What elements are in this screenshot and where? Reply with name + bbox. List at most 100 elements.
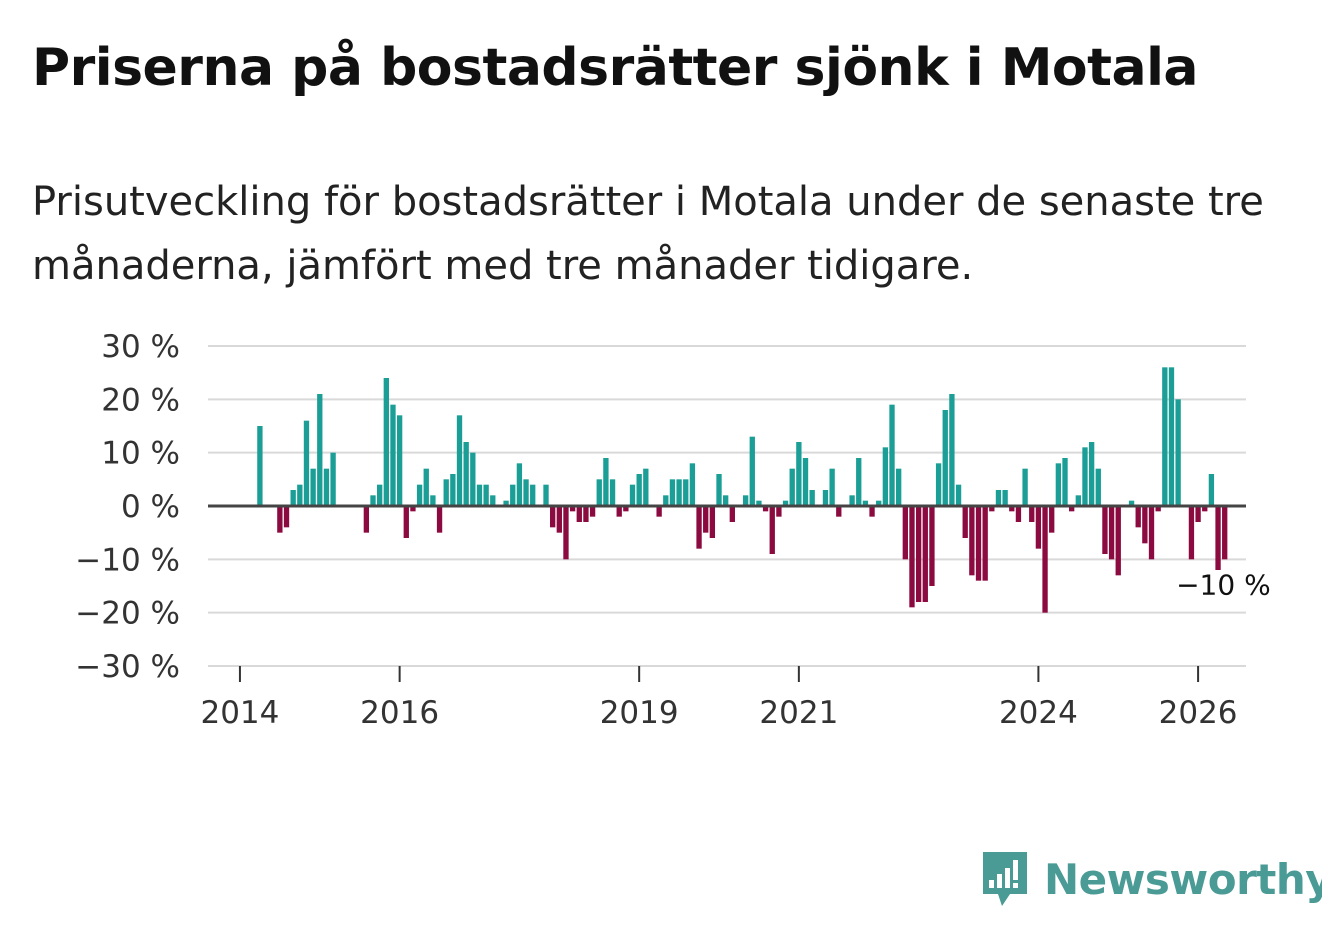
bar <box>290 490 296 506</box>
bar <box>1042 506 1048 613</box>
bar <box>909 506 915 608</box>
bar <box>556 506 562 533</box>
bar <box>589 506 596 517</box>
bar <box>962 506 968 538</box>
last-value-annotation: −10 % <box>1176 568 1271 601</box>
x-tick-label: 2021 <box>759 695 838 731</box>
bar <box>676 479 682 506</box>
bar <box>1128 500 1135 506</box>
bar <box>636 474 642 506</box>
bar <box>869 506 875 517</box>
bar <box>643 468 649 506</box>
grid-lines <box>208 345 1246 667</box>
bar <box>576 506 582 522</box>
bar <box>1188 506 1195 560</box>
bar <box>1115 506 1121 576</box>
bar <box>809 490 815 506</box>
brand-name: Newsworthy <box>1044 854 1322 904</box>
bar <box>543 484 549 506</box>
bar <box>915 506 922 602</box>
bar <box>1102 506 1108 554</box>
bar <box>283 506 290 528</box>
bar <box>310 468 316 506</box>
brand-logo: Newsworthy <box>980 848 1322 910</box>
x-tick-label: 2016 <box>360 695 439 731</box>
bar <box>776 506 782 517</box>
bar <box>989 506 995 512</box>
bar <box>802 458 809 506</box>
bar <box>1215 506 1221 570</box>
bar <box>709 506 716 538</box>
bar <box>1082 447 1088 506</box>
y-tick-label: 30 % <box>101 329 180 365</box>
bar <box>1095 468 1101 506</box>
bar <box>955 484 962 506</box>
bar <box>330 452 336 506</box>
newsworthy-logo-icon <box>983 852 1027 906</box>
bar <box>436 506 443 533</box>
bar <box>1108 506 1115 560</box>
bar <box>383 378 389 506</box>
bar <box>583 506 589 522</box>
bar <box>516 463 523 506</box>
bar <box>1142 506 1148 544</box>
bar <box>756 500 762 506</box>
bar <box>929 506 935 586</box>
bar <box>1135 506 1141 528</box>
bar <box>443 479 449 506</box>
bar <box>829 468 835 506</box>
bar <box>1049 506 1055 533</box>
bar <box>629 484 636 506</box>
bar <box>1002 490 1008 506</box>
bar <box>822 490 829 506</box>
bar <box>1029 506 1035 522</box>
bar <box>476 484 483 506</box>
bar <box>995 490 1002 506</box>
bar <box>742 495 749 506</box>
bar <box>789 468 795 506</box>
bars <box>257 367 1228 613</box>
y-tick-label: −20 % <box>75 596 180 632</box>
bar <box>1222 506 1228 560</box>
x-axis: 2014 2016 2019 2021 2024 2026 <box>200 666 1238 731</box>
bar <box>550 506 556 528</box>
bar <box>257 426 263 506</box>
bar <box>609 479 616 506</box>
bar <box>363 506 370 533</box>
bar <box>377 484 383 506</box>
y-tick-label: 0 % <box>121 489 180 525</box>
bar <box>1062 458 1068 506</box>
bar <box>483 484 489 506</box>
bar <box>1155 506 1161 512</box>
bar <box>656 506 662 517</box>
bar <box>975 506 982 581</box>
bar <box>856 458 862 506</box>
bar-chart: 30 %20 %10 %0 %−10 %−20 %−30 % 2014 2016 2… <box>75 329 1271 731</box>
bar <box>1009 506 1015 512</box>
bar <box>463 442 469 506</box>
y-tick-label: −10 % <box>75 542 180 578</box>
bar <box>523 479 529 506</box>
bar <box>716 474 722 506</box>
bar <box>849 495 855 506</box>
y-tick-label: −30 % <box>75 649 180 685</box>
x-tick-label: 2024 <box>999 695 1078 731</box>
bar <box>416 484 423 506</box>
bar <box>703 506 709 533</box>
annotations: −10 % <box>1176 568 1271 601</box>
bar <box>410 506 416 512</box>
bar <box>1148 506 1155 560</box>
bar <box>669 479 676 506</box>
bar <box>935 463 942 506</box>
bar <box>969 506 975 576</box>
bar <box>503 500 509 506</box>
bar <box>569 506 576 512</box>
bar <box>836 506 842 517</box>
bar <box>1088 442 1095 506</box>
y-tick-label: 10 % <box>101 436 180 472</box>
bar <box>922 506 928 602</box>
y-axis-labels: 30 % 20 % 10 % 0 % −10 % −20 % −30 % <box>75 329 180 685</box>
bar <box>749 436 755 506</box>
y-tick-label: 20 % <box>101 382 180 418</box>
bar <box>470 452 476 506</box>
